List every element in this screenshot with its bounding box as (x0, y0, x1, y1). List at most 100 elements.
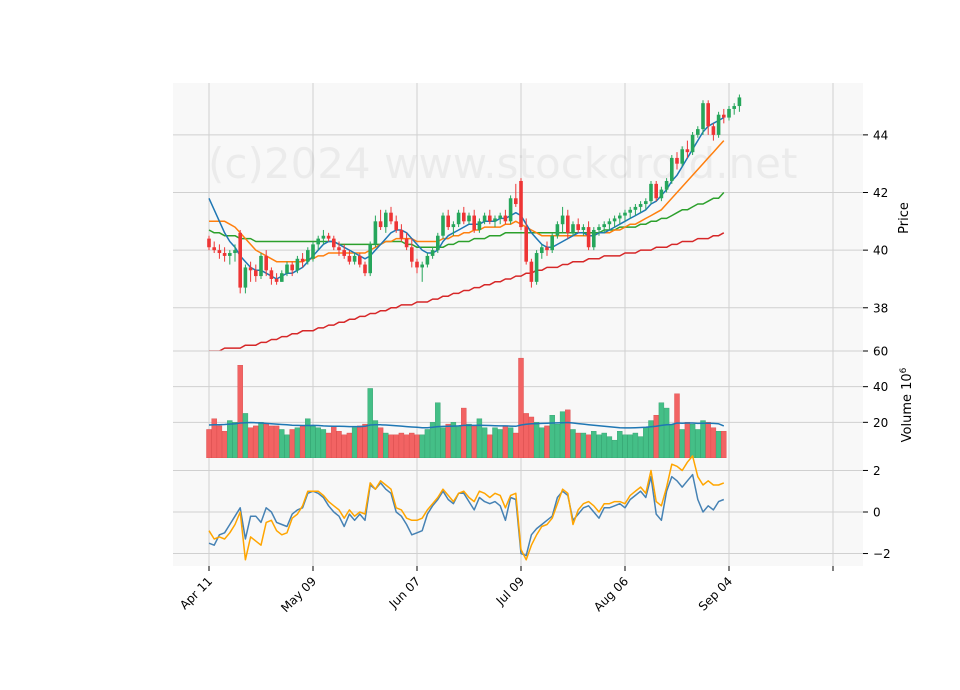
volume-bar (606, 436, 613, 459)
volume-bar (273, 425, 280, 459)
candle-body (451, 224, 456, 228)
candle-body (342, 250, 346, 256)
volume-bar (585, 434, 592, 459)
candle-body (259, 255, 263, 277)
candle-body (560, 215, 565, 225)
volume-bar (580, 432, 587, 459)
volume-bar (492, 427, 498, 459)
volume-bar (258, 422, 264, 459)
candle-body (233, 250, 237, 254)
candle-body (711, 126, 716, 135)
y-tick-label: 38 (873, 301, 888, 315)
candle-body (586, 227, 591, 248)
volume-panel: 20 40 60 Volume 106 (173, 345, 915, 459)
candle-body (274, 278, 279, 282)
volume-bar (279, 429, 285, 459)
candle-body (675, 157, 679, 164)
volume-bar (700, 420, 706, 459)
candle-body (545, 247, 549, 251)
volume-bar (596, 434, 602, 459)
candle-body (280, 273, 284, 282)
volume-ma-line (208, 421, 725, 429)
volume-bar (383, 432, 389, 459)
volume-bar (643, 427, 649, 459)
candle-body (306, 250, 310, 262)
candle-body (363, 264, 367, 274)
volume-bar (315, 427, 321, 459)
y-tick-label: −2 (873, 547, 891, 561)
x-tick-label: Sep 04 (696, 574, 735, 613)
candle-body (326, 235, 331, 239)
volume-bar (377, 427, 384, 459)
volume-bar (221, 431, 228, 459)
volume-bar (601, 432, 607, 459)
volume-bar (294, 427, 301, 459)
ma-short-line (208, 116, 725, 280)
candle-body (311, 244, 315, 259)
candle-body (321, 235, 326, 239)
volume-bar (653, 415, 659, 459)
candle-body (493, 218, 497, 222)
candle-body (555, 224, 560, 236)
volume-bar (372, 420, 379, 459)
candle-body (248, 267, 253, 271)
candle-body (425, 255, 430, 265)
volume-bar (341, 434, 347, 459)
candle-body (462, 212, 466, 222)
candle-body (212, 247, 216, 251)
x-tick-label: Jun 07 (386, 574, 423, 611)
volume-bar (679, 429, 685, 459)
volume-bar (575, 432, 581, 459)
candle-body (498, 215, 502, 219)
price-panel-background (173, 83, 863, 351)
volume-bar (247, 427, 254, 459)
volume-bar (414, 434, 420, 459)
candle-body (358, 255, 362, 265)
volume-bar (523, 413, 529, 459)
volume-bar (393, 434, 399, 459)
volume-bar (554, 423, 561, 459)
candle-body (685, 149, 690, 153)
volume-bar (481, 427, 488, 459)
candle-body (618, 215, 622, 219)
candle-body (436, 235, 440, 251)
volume-bar (331, 425, 337, 459)
volume-bar (351, 427, 358, 459)
volume-bar (357, 425, 363, 459)
candle-body (529, 261, 534, 282)
candle-body (670, 157, 674, 181)
candle-body (254, 270, 258, 277)
volume-bar (242, 413, 249, 459)
volume-bar (232, 422, 238, 459)
volume-bar (471, 425, 477, 459)
candle-body (368, 244, 372, 274)
volume-bar (674, 393, 680, 459)
volume-bar (403, 434, 410, 459)
volume-bar (237, 365, 243, 459)
candle-body (737, 97, 742, 107)
candle-body (389, 212, 393, 222)
volume-bar (455, 425, 462, 459)
candle-body (300, 258, 305, 262)
candlesticks (207, 94, 742, 294)
volume-bar (617, 431, 623, 459)
moving-average-lines (208, 116, 725, 352)
volume-bar (305, 418, 311, 459)
candle-body (633, 206, 638, 210)
candle-body (238, 232, 242, 288)
volume-bar (544, 425, 550, 459)
candle-body (602, 224, 606, 228)
volume-bar (539, 427, 545, 459)
volume-bar (409, 432, 415, 459)
candle-body (394, 221, 398, 230)
candle-body (441, 215, 445, 236)
candle-body (222, 253, 227, 256)
candle-body (701, 103, 705, 130)
candle-body (488, 215, 492, 222)
candle-body (654, 183, 658, 199)
volume-bars (206, 357, 727, 459)
candle-body (592, 229, 596, 248)
volume-bar (268, 425, 275, 459)
candle-body (477, 221, 482, 230)
